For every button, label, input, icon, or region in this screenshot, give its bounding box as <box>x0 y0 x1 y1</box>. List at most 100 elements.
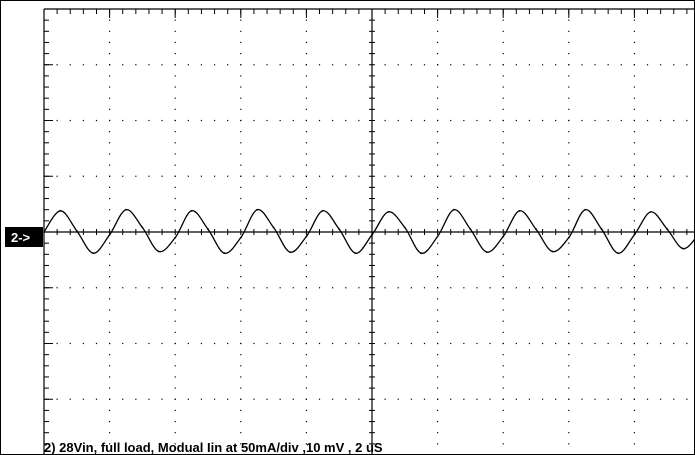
grid-dot <box>305 97 307 99</box>
grid-dot <box>240 398 242 400</box>
grid-dot <box>358 175 360 177</box>
grid-dot <box>292 119 294 122</box>
grid-dot <box>240 153 242 155</box>
grid-dot <box>437 220 439 222</box>
grid-dot <box>397 287 399 289</box>
grid-dot <box>594 175 596 177</box>
grid-dot <box>292 398 294 400</box>
grid-dot <box>502 276 504 278</box>
grid-dot <box>594 287 596 289</box>
waveform-sample-point <box>354 252 357 255</box>
grid-dot <box>410 398 412 400</box>
grid-dot <box>502 242 504 244</box>
grid-dot <box>109 264 111 267</box>
grid-dot <box>620 175 622 177</box>
grid-dot <box>463 119 465 122</box>
grid-dot <box>633 108 635 110</box>
grid-dot <box>437 354 439 356</box>
grid-dot <box>410 342 412 345</box>
grid-dot <box>345 119 347 122</box>
grid-dot <box>227 287 229 289</box>
grid-dot <box>568 41 570 44</box>
grid-dot <box>502 186 504 188</box>
grid-dot <box>240 209 242 211</box>
grid-dot <box>476 342 478 345</box>
grid-dot <box>489 398 491 400</box>
waveform-sample-point <box>567 236 570 239</box>
grid-dot <box>673 119 675 122</box>
grid-dot <box>437 41 439 44</box>
grid-dot <box>476 287 478 289</box>
grid-dot <box>568 97 570 99</box>
grid-dot <box>305 131 307 133</box>
grid-dot <box>502 409 504 411</box>
grid-dot <box>502 376 504 378</box>
grid-dot <box>95 119 98 122</box>
grid-dot <box>437 398 439 400</box>
grid-dot <box>95 64 98 66</box>
grid-dot <box>109 287 111 289</box>
grid-dot <box>148 64 150 66</box>
grid-dot <box>109 19 111 21</box>
grid-dot <box>332 287 334 289</box>
grid-dot <box>633 186 635 188</box>
grid-dot <box>660 175 662 177</box>
grid-dot <box>148 342 150 345</box>
grid-dot <box>345 64 347 66</box>
grid-dot <box>240 41 242 44</box>
grid-dot <box>292 342 294 345</box>
grid-dot <box>332 175 334 177</box>
grid-dot <box>673 175 675 177</box>
grid-dot <box>240 175 242 177</box>
grid-dot <box>437 309 439 311</box>
grid-dot <box>305 164 307 166</box>
grid-dot <box>633 309 635 311</box>
grid-dot <box>109 197 111 200</box>
grid-dot <box>502 387 504 389</box>
grid-dot <box>109 153 111 155</box>
grid-dot <box>384 64 386 66</box>
grid-dot <box>502 30 504 32</box>
grid-dot <box>240 309 242 311</box>
grid-dot <box>266 175 268 177</box>
grid-dot <box>174 164 176 166</box>
grid-dot <box>502 432 504 434</box>
grid-dot <box>305 420 307 423</box>
grid-dot <box>240 387 242 389</box>
grid-dot <box>437 53 439 55</box>
grid-dot <box>541 398 544 400</box>
grid-dot <box>240 365 242 367</box>
grid-dot <box>437 287 439 289</box>
grid-dot <box>200 119 203 122</box>
grid-dot <box>502 253 504 255</box>
grid-dot <box>161 398 163 400</box>
grid-dot <box>109 164 111 166</box>
grid-dot <box>633 387 635 389</box>
grid-dot <box>292 287 294 289</box>
grid-dot <box>581 287 583 289</box>
grid-dot <box>437 19 439 21</box>
grid-dot <box>227 64 229 66</box>
grid-dot <box>384 398 386 400</box>
grid-dot <box>568 298 570 300</box>
grid-dot <box>489 342 491 345</box>
waveform-sample-point <box>207 228 209 231</box>
grid-dot <box>397 342 399 345</box>
grid-dot <box>515 119 517 122</box>
grid-dot <box>174 253 176 255</box>
grid-dot <box>568 253 570 255</box>
grid-dot <box>240 264 242 267</box>
grid-dot <box>581 398 583 400</box>
grid-dot <box>502 53 504 55</box>
grid-dot <box>437 108 439 110</box>
grid-dot <box>174 209 176 211</box>
grid-dot <box>200 175 203 177</box>
grid-dot <box>253 175 255 177</box>
waveform-sample-point <box>387 211 390 213</box>
grid-dot <box>240 320 242 322</box>
grid-dot <box>555 398 557 400</box>
waveform-sample-point <box>518 209 521 212</box>
grid-dot <box>305 175 307 177</box>
grid-dot <box>607 342 609 345</box>
